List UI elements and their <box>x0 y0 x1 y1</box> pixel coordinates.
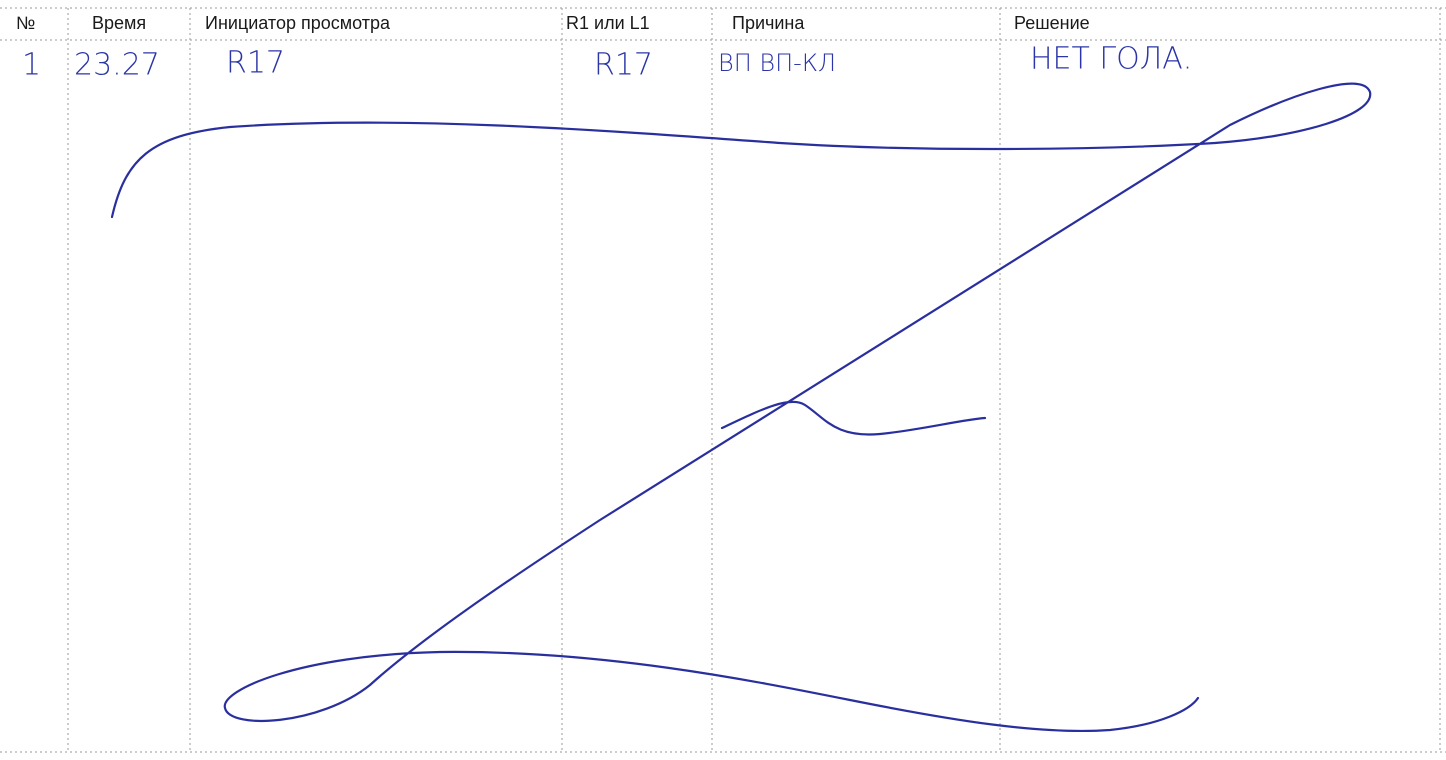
header-cell: Решение <box>1014 13 1090 33</box>
header-cell: № <box>16 13 35 33</box>
scribble <box>110 82 1372 733</box>
header-cell: Причина <box>732 13 805 33</box>
cell: ВП ВП-КЛ <box>718 49 836 77</box>
header-cell: R1 или L1 <box>566 13 650 33</box>
handwritten-row: 1 23.27 R17 R17 ВП ВП-КЛ НЕТ ГОЛА. <box>22 42 1192 83</box>
header-row: № Время Инициатор просмотра R1 или L1 Пр… <box>16 13 1090 33</box>
scribble <box>720 400 987 436</box>
strike-through-scribble <box>110 82 1372 733</box>
cell: 23.27 <box>74 48 160 83</box>
table-grid <box>0 7 1446 753</box>
cell: 1 <box>22 48 41 83</box>
header-cell: Инициатор просмотра <box>205 13 391 33</box>
cell: R17 <box>594 48 653 83</box>
header-cell: Время <box>92 13 146 33</box>
cell: НЕТ ГОЛА. <box>1030 42 1192 77</box>
cell: R17 <box>226 46 285 81</box>
